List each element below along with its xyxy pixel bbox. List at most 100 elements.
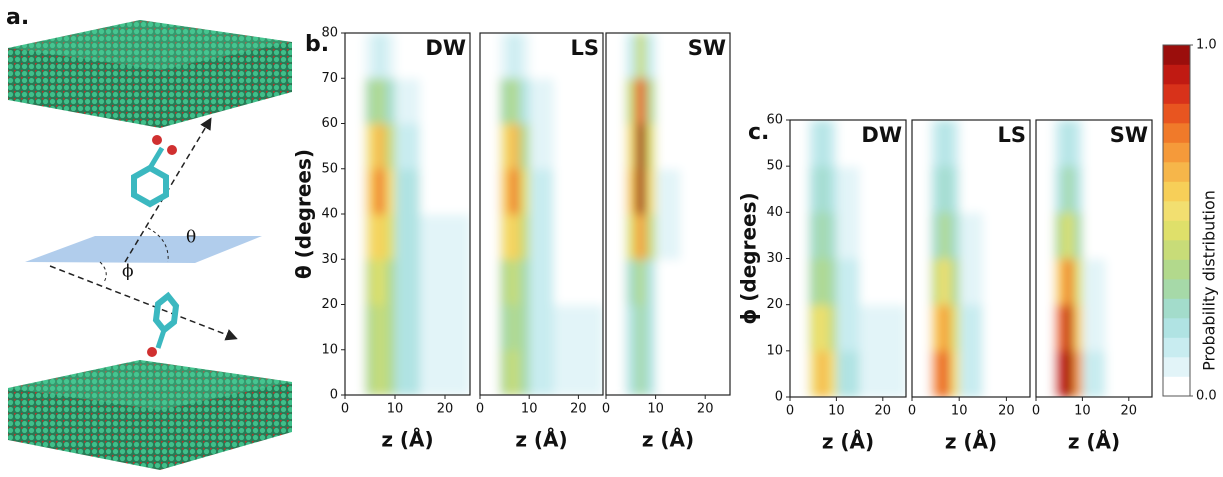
- heat-cell: [817, 120, 828, 167]
- molecule: [131, 164, 169, 208]
- heat-cell: [395, 168, 421, 215]
- heat-cell: [1054, 304, 1065, 352]
- colorbar-step: [1163, 376, 1190, 397]
- heat-cell: [385, 168, 396, 215]
- heat-cell: [635, 168, 647, 215]
- heat-cell: [606, 349, 627, 395]
- y-tick-label: 20: [321, 297, 338, 312]
- heat-cell: [365, 214, 376, 260]
- molecule-oxygen: [152, 135, 162, 145]
- colorbar-step: [1163, 337, 1190, 358]
- heatmap: [480, 33, 603, 395]
- heat-cell: [1054, 350, 1065, 397]
- heat-cell: [499, 349, 511, 395]
- heat-cell: [1063, 304, 1074, 352]
- heat-cell: [345, 168, 366, 215]
- x-tick-label: 10: [1074, 404, 1091, 419]
- heat-cell: [480, 123, 501, 170]
- heat-cell: [365, 123, 376, 170]
- heat-cell: [1105, 350, 1152, 397]
- heat-cell: [949, 304, 960, 352]
- heat-cell: [499, 78, 511, 124]
- molecule: [152, 291, 180, 335]
- heat-cell: [509, 168, 520, 215]
- heat-cell: [385, 259, 396, 305]
- heat-cell: [912, 350, 932, 397]
- slab-bottom-face: [8, 360, 292, 410]
- heat-cell: [606, 259, 627, 305]
- heat-cell: [1105, 304, 1152, 352]
- heat-cell: [553, 123, 603, 170]
- heat-cell: [635, 259, 647, 305]
- heat-cell: [625, 168, 637, 215]
- molecule-oxygen: [147, 347, 157, 357]
- heat-cell: [553, 259, 603, 305]
- colorbar-step: [1163, 201, 1190, 221]
- heat-cell: [553, 304, 603, 351]
- heat-cell: [959, 166, 984, 213]
- heat-cell: [375, 168, 386, 215]
- heat-cell: [827, 304, 837, 352]
- colorbar-step: [1163, 318, 1190, 338]
- heat-cell: [519, 123, 530, 170]
- heat-cell: [365, 168, 376, 215]
- y-tick-label: 0: [330, 388, 338, 403]
- x-axis-label: z (Å): [945, 430, 997, 454]
- heat-cell: [930, 166, 941, 213]
- slab-top-face: [8, 20, 292, 70]
- heat-cell: [655, 168, 681, 215]
- heat-cell: [625, 214, 637, 260]
- y-tick-label: 40: [321, 207, 338, 222]
- heat-cell: [519, 168, 530, 215]
- heat-cell: [1054, 212, 1065, 259]
- heat-cell: [655, 123, 681, 170]
- heat-cell: [1036, 120, 1056, 167]
- heat-cell: [499, 33, 511, 79]
- heat-cell: [1054, 258, 1065, 306]
- heatmap-cells: [912, 120, 1030, 397]
- x-tick-label: 0: [602, 402, 610, 417]
- y-tick-label: 0: [775, 390, 783, 405]
- heat-cell: [827, 120, 837, 167]
- heat-cell: [635, 214, 647, 260]
- heat-cell: [930, 212, 941, 259]
- heat-cell: [345, 214, 366, 260]
- heat-cell: [949, 350, 960, 397]
- heat-cell: [930, 350, 941, 397]
- heat-cell: [480, 304, 501, 351]
- heat-cell: [655, 349, 681, 395]
- heat-cell: [680, 214, 730, 260]
- heat-cell: [982, 212, 1030, 259]
- colorbar-label: Probability distribution: [1200, 190, 1219, 371]
- heatmap-cells: [790, 120, 906, 397]
- y-tick-label: 70: [321, 71, 338, 86]
- heat-cell: [1063, 258, 1074, 306]
- plot-frame: [911, 119, 1031, 398]
- heat-cell: [1082, 212, 1107, 259]
- heat-cell: [480, 33, 501, 79]
- x-tick-label: 20: [875, 404, 892, 419]
- heat-cell: [817, 166, 828, 213]
- heat-cell: [529, 304, 555, 351]
- heat-cell: [365, 304, 376, 351]
- x-tick-label: 20: [437, 402, 454, 417]
- heat-cell: [949, 212, 960, 259]
- x-tick-label: 10: [521, 402, 538, 417]
- y-tick-label: 10: [321, 342, 338, 357]
- heat-cell: [655, 304, 681, 351]
- heat-cell: [655, 78, 681, 124]
- heat-cell: [385, 33, 396, 79]
- heat-cell: [553, 33, 603, 79]
- heat-cell: [625, 33, 637, 79]
- heat-cell: [1105, 258, 1152, 306]
- colorbar-step: [1163, 220, 1190, 241]
- heat-cell: [680, 33, 730, 79]
- x-axis-label: z (Å): [822, 430, 874, 454]
- heat-cell: [949, 258, 960, 306]
- heat-cell: [635, 123, 647, 170]
- heat-cell: [519, 259, 530, 305]
- panel-label: b.: [305, 32, 329, 57]
- heat-cell: [420, 304, 470, 351]
- heat-cell: [529, 78, 555, 124]
